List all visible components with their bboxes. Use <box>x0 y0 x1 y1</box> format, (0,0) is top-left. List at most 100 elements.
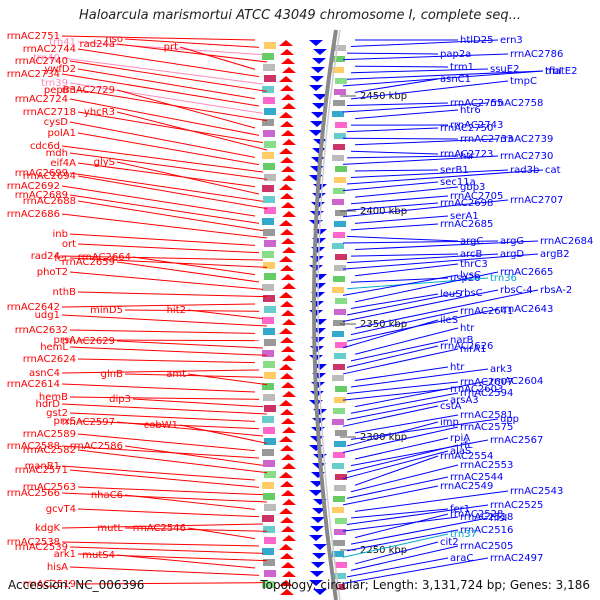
left-gene-label: minD5 <box>90 305 123 316</box>
feature-block <box>263 559 275 566</box>
left-leader-line <box>69 152 268 180</box>
right-gene-label: trn37 <box>450 529 477 540</box>
right-leader-line <box>354 271 499 303</box>
right-leader-line <box>346 70 544 80</box>
left-leader-line <box>116 421 264 437</box>
right-gene-label: pap2a <box>440 49 471 60</box>
left-leader-line <box>61 445 260 459</box>
feature-block <box>262 218 274 225</box>
forward-strand-arrow <box>279 364 293 370</box>
left-gene-label: rrnAC2751 <box>7 31 60 42</box>
feature-block <box>262 119 274 126</box>
left-leader-line <box>61 213 268 239</box>
right-gene-label: htr <box>450 362 465 373</box>
right-gene-label: rrnAC2575 <box>460 422 513 433</box>
right-gene-label: nirA1 <box>460 344 486 355</box>
left-leader-line <box>69 396 260 400</box>
left-gene-label: udg1 <box>35 310 60 321</box>
left-leader-line <box>179 424 268 444</box>
left-leader-line <box>179 46 256 70</box>
right-leader-line <box>346 345 439 368</box>
right-leader-line <box>354 490 509 512</box>
forward-strand-arrow <box>281 346 295 352</box>
feature-block <box>263 328 275 335</box>
right-gene-label: matE2 <box>545 66 577 77</box>
feature-block <box>333 320 345 326</box>
left-gene-label: glyS <box>94 157 115 168</box>
feature-block <box>263 229 275 236</box>
left-leader-line <box>124 38 260 48</box>
left-leader-line <box>61 541 260 547</box>
forward-strand-arrow <box>279 328 293 334</box>
feature-block <box>332 287 344 293</box>
right-gene-label: rrnAC2730 <box>500 151 553 162</box>
forward-strand-arrow <box>280 481 294 487</box>
right-leader-line <box>354 414 459 434</box>
right-gene-label: htr <box>460 151 475 162</box>
right-leader-line <box>346 102 449 106</box>
left-leader-line <box>77 449 268 474</box>
forward-strand-arrow <box>281 490 295 496</box>
topology-label: Topology: circular; Length: 3,131,724 bp… <box>260 578 590 592</box>
right-gene-label: ark3 <box>490 364 512 375</box>
right-gene-label: alaS <box>450 446 471 457</box>
left-leader-line <box>61 523 264 529</box>
right-leader-line <box>346 381 459 395</box>
left-gene-label: rad24 <box>31 251 60 262</box>
feature-block <box>262 284 274 291</box>
right-leader-line <box>342 289 499 323</box>
left-gene-label: rrnAC2744 <box>23 44 76 55</box>
forward-strand-arrow <box>282 103 296 109</box>
feature-block <box>262 449 274 456</box>
right-gene-label: imp <box>440 417 459 428</box>
feature-block <box>262 317 274 324</box>
right-leader-line <box>342 485 439 506</box>
reverse-strand-arrow <box>313 49 327 55</box>
feature-block <box>333 540 345 546</box>
feature-block <box>262 515 274 522</box>
right-gene-label: rrnAC2497 <box>490 553 543 564</box>
right-leader-line <box>346 235 459 242</box>
right-gene-label: rbsC <box>460 288 483 299</box>
forward-strand-arrow <box>281 382 295 388</box>
left-leader-line <box>116 261 260 283</box>
left-gene-label: rrnAC2689 <box>15 190 68 201</box>
forward-strand-arrow <box>280 265 294 271</box>
right-gene-label: trm1 <box>450 62 474 73</box>
forward-strand-arrow <box>282 391 296 397</box>
left-gene-label: rad24a <box>80 39 115 50</box>
right-leader-line <box>350 392 459 414</box>
forward-strand-arrow <box>279 472 293 478</box>
left-gene-label: hemB <box>39 392 68 403</box>
right-gene-label: rrnAC2685 <box>440 219 493 230</box>
right-leader-line <box>342 274 459 296</box>
left-leader-line <box>69 233 256 246</box>
feature-block <box>333 452 345 458</box>
left-gene-label: gcvT4 <box>46 504 76 515</box>
left-leader-line <box>187 373 268 386</box>
left-leader-line <box>187 309 264 320</box>
feature-block <box>335 342 347 348</box>
left-leader-line <box>187 527 256 540</box>
reverse-strand-arrow <box>313 589 327 595</box>
forward-strand-arrow <box>279 184 293 190</box>
right-gene-label: cat <box>545 165 561 176</box>
right-leader-line <box>350 195 449 205</box>
feature-block <box>335 166 347 172</box>
left-gene-label: rrnAC2734 <box>7 69 60 80</box>
forward-strand-arrow <box>281 166 295 172</box>
left-leader-line <box>77 243 260 254</box>
feature-block <box>264 141 276 148</box>
right-leader-line <box>350 293 439 309</box>
feature-block <box>264 339 276 346</box>
feature-block <box>333 144 345 150</box>
forward-strand-arrow <box>280 553 294 559</box>
reverse-strand-arrow <box>313 544 327 550</box>
right-leader-line <box>350 368 489 388</box>
scale-tick-label: 2350 kbp <box>360 319 407 330</box>
feature-block <box>264 372 276 379</box>
right-gene-label: araC <box>450 553 473 564</box>
right-leader-line <box>350 464 459 493</box>
right-gene-label: rrnAC2604 <box>490 376 543 387</box>
left-leader-line <box>77 41 264 56</box>
